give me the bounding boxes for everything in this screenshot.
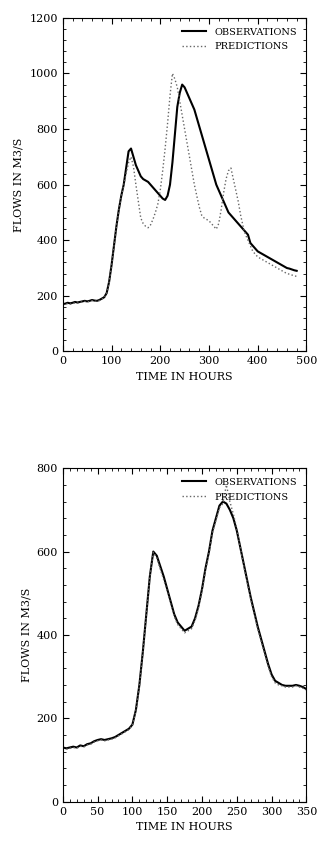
- X-axis label: TIME IN HOURS: TIME IN HOURS: [136, 372, 233, 382]
- OBSERVATIONS: [183, 626, 187, 636]
- OBSERVATIONS: [244, 227, 248, 237]
- PREDICTIONS: [183, 628, 187, 638]
- PREDICTIONS: [99, 735, 103, 745]
- Line: OBSERVATIONS: OBSERVATIONS: [63, 85, 297, 305]
- PREDICTIONS: [287, 682, 291, 692]
- OBSERVATIONS: [287, 681, 291, 691]
- OBSERVATIONS: [180, 80, 184, 90]
- PREDICTIONS: [61, 744, 65, 754]
- OBSERVATIONS: [122, 179, 126, 190]
- PREDICTIONS: [244, 229, 248, 239]
- Legend: OBSERVATIONS, PREDICTIONS: OBSERVATIONS, PREDICTIONS: [177, 473, 302, 507]
- PREDICTIONS: [305, 685, 308, 695]
- PREDICTIONS: [224, 480, 228, 490]
- OBSERVATIONS: [178, 88, 182, 98]
- OBSERVATIONS: [305, 684, 308, 695]
- PREDICTIONS: [295, 272, 299, 282]
- Line: PREDICTIONS: PREDICTIONS: [63, 74, 297, 305]
- OBSERVATIONS: [211, 525, 214, 536]
- OBSERVATIONS: [61, 299, 65, 310]
- PREDICTIONS: [71, 743, 75, 753]
- PREDICTIONS: [122, 180, 126, 190]
- OBSERVATIONS: [71, 742, 75, 752]
- OBSERVATIONS: [197, 121, 201, 131]
- PREDICTIONS: [78, 298, 82, 308]
- Y-axis label: FLOWS IN M3/S: FLOWS IN M3/S: [21, 588, 31, 682]
- Line: PREDICTIONS: PREDICTIONS: [63, 485, 307, 750]
- Legend: OBSERVATIONS, PREDICTIONS: OBSERVATIONS, PREDICTIONS: [177, 23, 302, 57]
- Y-axis label: FLOWS IN M3/S: FLOWS IN M3/S: [14, 137, 24, 232]
- PREDICTIONS: [64, 744, 68, 755]
- PREDICTIONS: [197, 202, 201, 212]
- OBSERVATIONS: [78, 297, 82, 307]
- OBSERVATIONS: [99, 734, 103, 744]
- Line: OBSERVATIONS: OBSERVATIONS: [63, 502, 307, 749]
- OBSERVATIONS: [68, 299, 72, 309]
- X-axis label: TIME IN HOURS: TIME IN HOURS: [136, 822, 233, 832]
- OBSERVATIONS: [295, 266, 299, 276]
- PREDICTIONS: [180, 110, 184, 120]
- OBSERVATIONS: [64, 744, 68, 754]
- OBSERVATIONS: [61, 743, 65, 753]
- PREDICTIONS: [61, 299, 65, 310]
- PREDICTIONS: [170, 69, 174, 79]
- PREDICTIONS: [211, 528, 214, 538]
- PREDICTIONS: [68, 299, 72, 310]
- OBSERVATIONS: [221, 497, 225, 507]
- OBSERVATIONS: [298, 681, 302, 691]
- PREDICTIONS: [298, 682, 302, 692]
